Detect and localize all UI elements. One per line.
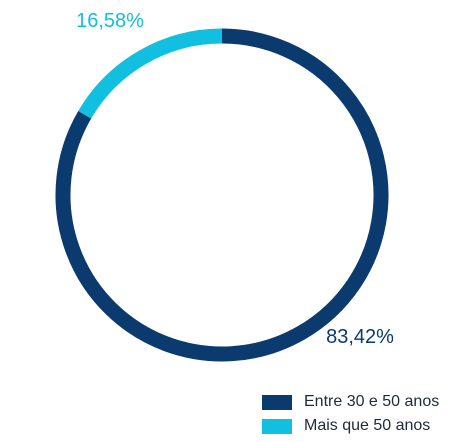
value-label-mais-que-50-anos: 16,58%	[76, 10, 144, 32]
legend-label: Entre 30 e 50 anos	[304, 393, 440, 410]
donut-slice-entre-30-e-50-anos	[55, 28, 389, 362]
legend-label: Mais que 50 anos	[304, 417, 431, 434]
legend-swatch	[262, 394, 292, 410]
chart-legend: Entre 30 e 50 anos Mais que 50 anos	[262, 391, 439, 439]
legend-item-mais-que-50-anos: Mais que 50 anos	[262, 415, 439, 437]
legend-item-entre-30-e-50-anos: Entre 30 e 50 anos	[262, 391, 439, 413]
value-label-entre-30-e-50-anos: 83,42%	[326, 326, 394, 348]
legend-swatch	[262, 418, 292, 434]
donut-slice-mais-que-50-anos	[78, 28, 223, 119]
